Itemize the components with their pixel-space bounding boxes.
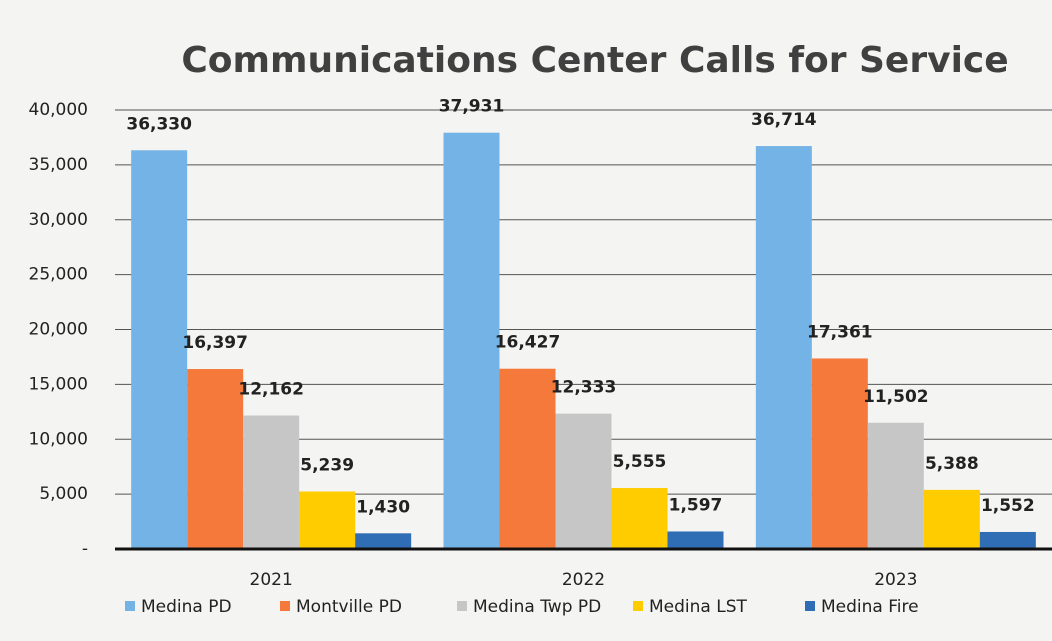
bar — [555, 413, 612, 549]
y-tick-label: 30,000 — [29, 210, 88, 230]
bar — [923, 489, 980, 549]
bar — [667, 531, 724, 549]
legend-marker — [457, 601, 467, 611]
data-label: 5,239 — [300, 456, 354, 476]
y-tick-label: 15,000 — [29, 374, 88, 394]
legend-marker — [633, 601, 643, 611]
data-label: 17,361 — [807, 322, 873, 342]
legend-label: Medina Twp PD — [473, 597, 601, 617]
data-label: 11,502 — [863, 387, 929, 407]
bar — [187, 369, 244, 549]
data-label: 36,714 — [751, 110, 817, 130]
x-tick-label: 2022 — [562, 570, 605, 590]
data-label: 5,388 — [925, 454, 979, 474]
legend-marker — [280, 601, 290, 611]
data-label: 12,162 — [238, 380, 304, 400]
bar — [355, 533, 412, 549]
bar — [499, 368, 556, 549]
bar — [611, 488, 668, 549]
data-label: 36,330 — [126, 114, 192, 134]
bar — [299, 491, 356, 549]
data-label: 1,552 — [981, 496, 1035, 516]
legend-label: Montville PD — [296, 597, 402, 617]
x-tick-label: 2023 — [874, 570, 917, 590]
y-tick-label: - — [82, 539, 88, 559]
bar — [443, 132, 500, 549]
legend-label: Medina PD — [141, 597, 232, 617]
bar — [131, 150, 188, 549]
legend-label: Medina Fire — [821, 597, 919, 617]
data-label: 12,333 — [551, 378, 617, 398]
y-tick-label: 20,000 — [29, 320, 88, 340]
legend-label: Medina LST — [649, 597, 747, 617]
y-tick-label: 35,000 — [29, 155, 88, 175]
data-label: 16,397 — [182, 333, 248, 353]
y-tick-label: 10,000 — [29, 429, 88, 449]
bar — [243, 415, 300, 549]
bar — [979, 531, 1036, 549]
legend-marker — [125, 601, 135, 611]
data-label: 1,597 — [669, 495, 723, 515]
data-label: 16,427 — [495, 333, 561, 353]
data-label: 1,430 — [356, 497, 410, 517]
y-tick-label: 25,000 — [29, 265, 88, 285]
y-tick-label: 40,000 — [29, 100, 88, 120]
legend-marker — [805, 601, 815, 611]
bar — [867, 422, 924, 549]
data-label: 37,931 — [439, 97, 505, 117]
bar — [811, 358, 868, 549]
data-label: 5,555 — [613, 452, 667, 472]
chart-title: Communications Center Calls for Service — [181, 40, 1008, 81]
bar — [755, 146, 812, 549]
y-tick-label: 5,000 — [39, 484, 88, 504]
x-tick-label: 2021 — [250, 570, 293, 590]
